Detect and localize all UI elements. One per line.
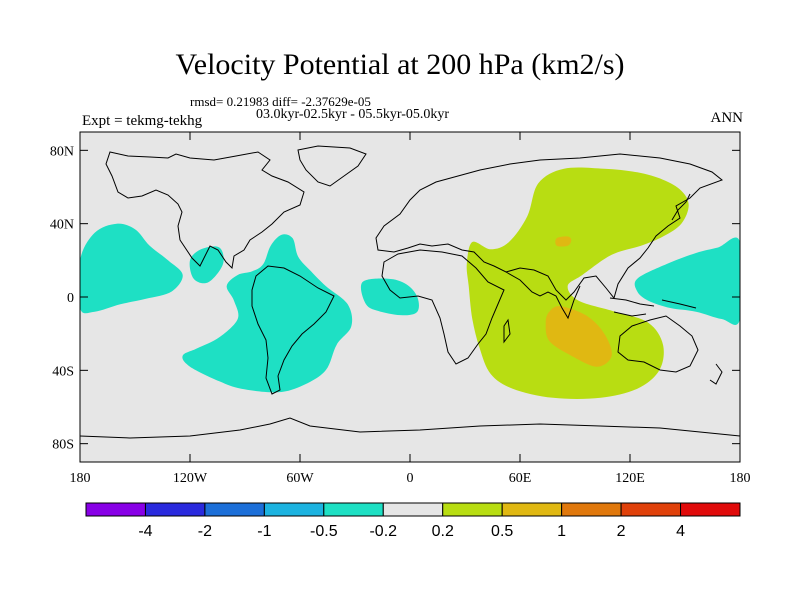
coastline-australia: [617, 315, 699, 373]
axis-ticks: 180 120W 60W 0 60E 120E 180 80N 40N 0 40S 80S: [50, 132, 751, 486]
colorbar-box: [501, 502, 563, 517]
colorbar-label: -4: [138, 523, 152, 540]
coastline-eurasia: [375, 153, 724, 301]
region-west-pacific-negative: [634, 237, 740, 325]
colorbar-label: 2: [617, 523, 626, 540]
colorbar-label: -0.2: [369, 523, 397, 540]
x-tick-label: 180: [70, 471, 91, 486]
coastline-greenland: [297, 145, 367, 187]
region-north-pacific-negative: [80, 223, 183, 314]
y-tick-label: 0: [67, 291, 74, 306]
colorbar-label: 1: [557, 523, 566, 540]
coastline-antarctica: [80, 417, 740, 439]
colorbar-label: -1: [257, 523, 271, 540]
x-tick-label: 120E: [615, 471, 645, 486]
colorbar-label: -0.5: [310, 523, 338, 540]
y-tick-label: 40N: [50, 218, 74, 233]
stats-line: rmsd= 0.21983 diff= -2.37629e-05: [190, 94, 371, 109]
region-india-core-positive: [555, 236, 572, 247]
coastline-indonesia: [609, 297, 697, 317]
colorbar-box: [620, 502, 682, 517]
colorbar-box: [323, 502, 384, 517]
colorbar-box: [561, 502, 622, 517]
region-indian-ocean-core-positive: [545, 306, 612, 367]
colorbar-box: [382, 502, 444, 517]
y-tick-label: 40S: [52, 364, 74, 379]
colorbar-box: [680, 502, 741, 517]
experiment-label: Expt = tekmg-tekhg: [82, 113, 203, 129]
colorbar-label: 0.5: [491, 523, 513, 540]
x-tick-label: 180: [730, 471, 751, 486]
x-tick-label: 120W: [173, 471, 208, 486]
colorbar-box: [85, 502, 146, 517]
y-tick-label: 80S: [52, 438, 74, 453]
colorbar-box: [263, 502, 325, 517]
colorbar-label: -2: [198, 523, 212, 540]
colorbar-label: 4: [676, 523, 685, 540]
contour-regions: [80, 167, 740, 399]
colorbar: -4 -2 -1 -0.5 -0.2 0.2 0.5 1 2 4: [85, 502, 741, 540]
region-south-america-negative: [182, 234, 353, 393]
season-label: ANN: [710, 110, 744, 126]
coastlines: [80, 145, 740, 439]
region-atlantic-negative: [360, 278, 419, 316]
region-indian-asia-positive: [466, 167, 689, 399]
region-central-america-negative: [189, 246, 224, 284]
colorbar-label: 0.2: [432, 523, 454, 540]
y-tick-label: 80N: [50, 144, 74, 159]
colorbar-box: [144, 502, 206, 517]
x-tick-label: 0: [407, 471, 414, 486]
coastline-india: [505, 271, 581, 320]
coastline-north-america: [105, 151, 305, 270]
period-label: 03.0kyr-02.5kyr - 05.5kyr-05.0kyr: [256, 107, 450, 122]
coastline-madagascar: [503, 318, 511, 344]
coastline-africa: [381, 249, 505, 365]
coastline-japan: [671, 193, 691, 221]
coastline-south-america: [251, 265, 335, 395]
x-tick-label: 60E: [509, 471, 532, 486]
x-tick-label: 60W: [286, 471, 314, 486]
coastline-new-zealand: [709, 363, 723, 385]
colorbar-box: [442, 502, 503, 517]
chart-title: Velocity Potential at 200 hPa (km2/s): [175, 48, 625, 81]
colorbar-box: [204, 502, 265, 517]
